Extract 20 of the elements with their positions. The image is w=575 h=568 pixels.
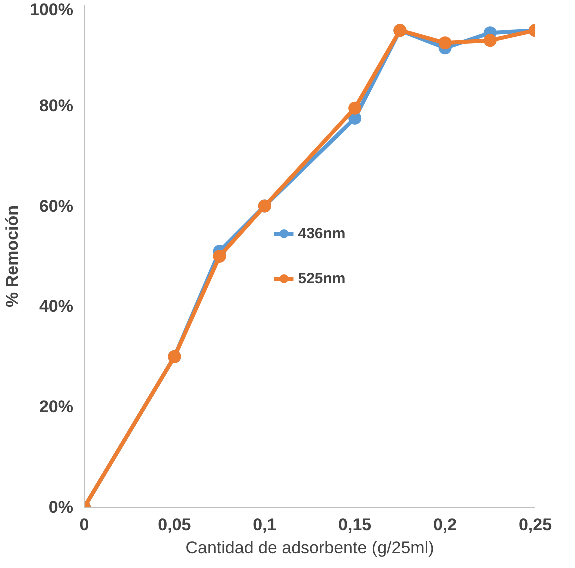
point (213, 250, 226, 263)
y-tick-label: 20% (39, 398, 74, 417)
x-tick-label: 0,2 (433, 516, 458, 534)
y-tick-label: 60% (39, 196, 74, 216)
y-tick-label: 80% (39, 96, 74, 116)
point (348, 102, 362, 115)
legend-label: 525nm (298, 270, 346, 287)
point (438, 36, 452, 50)
y-tick-label: 0% (48, 498, 74, 517)
x-tick-label: 0,1 (253, 516, 277, 534)
y-axis-title: % Remoción (3, 205, 22, 308)
y-tick-label: 40% (39, 297, 74, 316)
x-tick-label: 0,25 (518, 516, 552, 534)
x-axis-title: Cantidad de adsorbente (g/25ml) (186, 538, 434, 558)
x-tick-label: 0,05 (158, 516, 192, 534)
legend-label: 436nm (298, 225, 346, 242)
x-tick-label: 0,15 (338, 516, 372, 534)
x-tick-label: 0 (80, 516, 90, 534)
point (484, 34, 497, 48)
y-tick-label: 100% (30, 0, 74, 20)
